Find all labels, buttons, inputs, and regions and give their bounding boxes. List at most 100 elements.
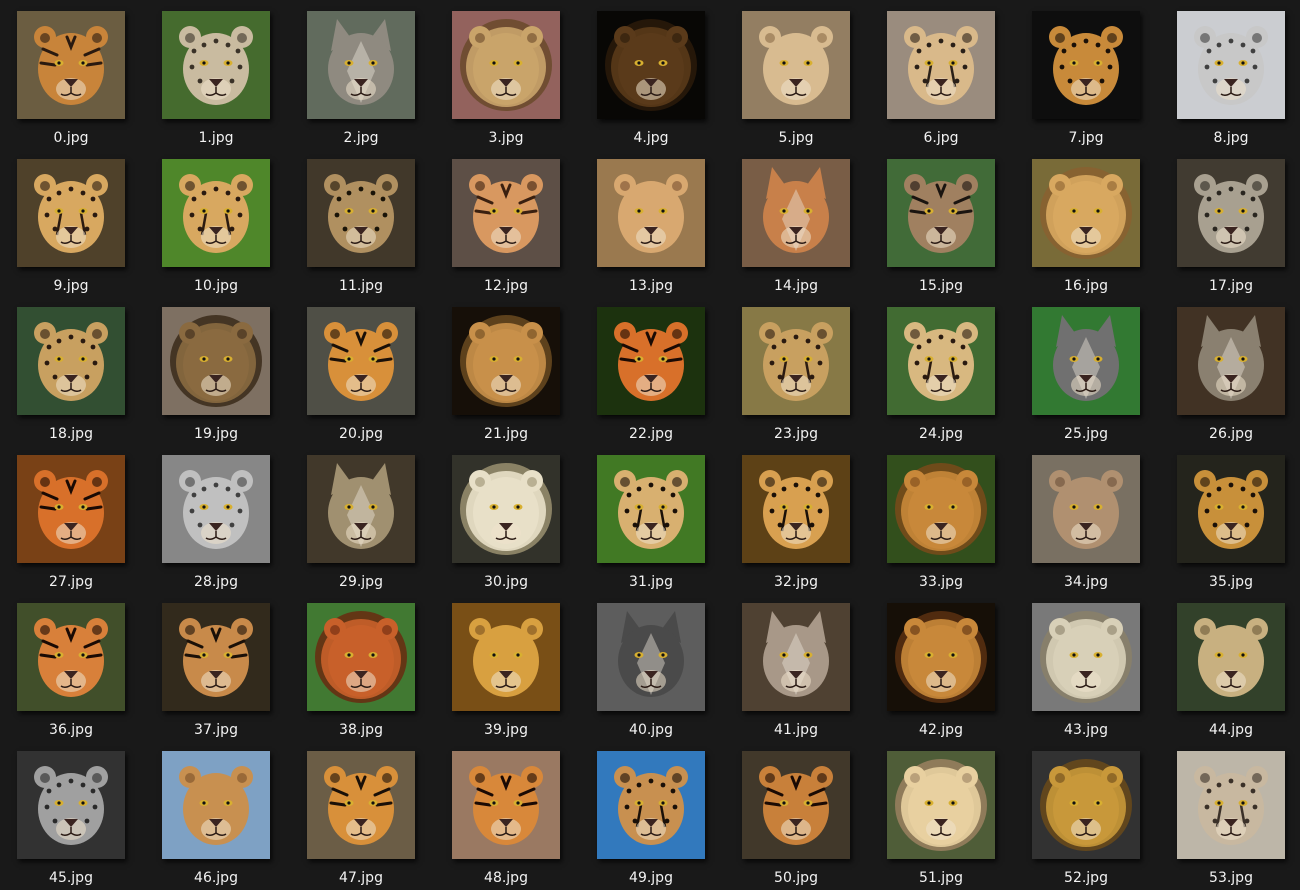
file-thumbnail[interactable] [307,11,415,119]
file-item[interactable]: 14.jpg [732,159,852,303]
file-item[interactable]: 45.jpg [7,751,127,890]
file-item[interactable]: 39.jpg [442,603,562,747]
file-thumbnail[interactable] [162,603,270,711]
file-thumbnail[interactable] [162,455,270,563]
file-item[interactable]: 19.jpg [152,307,272,451]
file-thumbnail[interactable] [162,11,270,119]
file-thumbnail[interactable] [742,159,850,267]
file-item[interactable]: 50.jpg [732,751,852,890]
file-item[interactable]: 8.jpg [1167,11,1287,155]
file-thumbnail[interactable] [307,159,415,267]
file-item[interactable]: 13.jpg [587,159,707,303]
file-thumbnail[interactable] [1177,751,1285,859]
file-item[interactable]: 23.jpg [732,307,852,451]
file-item[interactable]: 7.jpg [1022,11,1142,155]
file-item[interactable]: 11.jpg [297,159,417,303]
file-thumbnail[interactable] [742,751,850,859]
file-item[interactable]: 53.jpg [1167,751,1287,890]
file-item[interactable]: 40.jpg [587,603,707,747]
file-thumbnail[interactable] [1177,455,1285,563]
file-thumbnail[interactable] [597,603,705,711]
file-thumbnail[interactable] [1032,751,1140,859]
file-thumbnail[interactable] [17,11,125,119]
file-item[interactable]: 31.jpg [587,455,707,599]
file-thumbnail[interactable] [597,159,705,267]
file-thumbnail[interactable] [887,603,995,711]
file-item[interactable]: 38.jpg [297,603,417,747]
file-item[interactable]: 10.jpg [152,159,272,303]
file-item[interactable]: 15.jpg [877,159,997,303]
file-thumbnail[interactable] [1032,307,1140,415]
file-item[interactable]: 34.jpg [1022,455,1142,599]
file-thumbnail[interactable] [1032,11,1140,119]
file-item[interactable]: 36.jpg [7,603,127,747]
file-thumbnail[interactable] [742,603,850,711]
file-item[interactable]: 42.jpg [877,603,997,747]
file-thumbnail[interactable] [1177,603,1285,711]
file-item[interactable]: 25.jpg [1022,307,1142,451]
file-item[interactable]: 41.jpg [732,603,852,747]
file-thumbnail[interactable] [597,11,705,119]
file-item[interactable]: 52.jpg [1022,751,1142,890]
file-item[interactable]: 0.jpg [7,11,127,155]
file-thumbnail[interactable] [307,455,415,563]
file-item[interactable]: 22.jpg [587,307,707,451]
file-thumbnail[interactable] [452,455,560,563]
file-item[interactable]: 29.jpg [297,455,417,599]
file-thumbnail[interactable] [597,455,705,563]
file-item[interactable]: 46.jpg [152,751,272,890]
file-item[interactable]: 9.jpg [7,159,127,303]
file-item[interactable]: 49.jpg [587,751,707,890]
file-item[interactable]: 2.jpg [297,11,417,155]
file-thumbnail[interactable] [17,603,125,711]
file-thumbnail[interactable] [742,11,850,119]
file-thumbnail[interactable] [1032,455,1140,563]
file-item[interactable]: 17.jpg [1167,159,1287,303]
file-item[interactable]: 33.jpg [877,455,997,599]
file-item[interactable]: 4.jpg [587,11,707,155]
file-thumbnail[interactable] [887,455,995,563]
file-item[interactable]: 5.jpg [732,11,852,155]
file-item[interactable]: 32.jpg [732,455,852,599]
file-item[interactable]: 20.jpg [297,307,417,451]
file-item[interactable]: 51.jpg [877,751,997,890]
file-item[interactable]: 35.jpg [1167,455,1287,599]
file-item[interactable]: 3.jpg [442,11,562,155]
file-thumbnail[interactable] [1177,159,1285,267]
file-thumbnail[interactable] [887,751,995,859]
file-item[interactable]: 30.jpg [442,455,562,599]
file-item[interactable]: 47.jpg [297,751,417,890]
file-thumbnail[interactable] [452,603,560,711]
file-thumbnail[interactable] [17,307,125,415]
file-thumbnail[interactable] [162,159,270,267]
file-item[interactable]: 37.jpg [152,603,272,747]
file-thumbnail[interactable] [307,603,415,711]
file-thumbnail[interactable] [17,455,125,563]
file-thumbnail[interactable] [162,751,270,859]
file-item[interactable]: 26.jpg [1167,307,1287,451]
file-item[interactable]: 1.jpg [152,11,272,155]
file-thumbnail[interactable] [452,751,560,859]
file-thumbnail[interactable] [1177,11,1285,119]
file-thumbnail[interactable] [887,159,995,267]
file-thumbnail[interactable] [452,307,560,415]
file-thumbnail[interactable] [887,307,995,415]
file-item[interactable]: 12.jpg [442,159,562,303]
file-item[interactable]: 21.jpg [442,307,562,451]
file-thumbnail[interactable] [452,11,560,119]
file-thumbnail[interactable] [307,307,415,415]
file-thumbnail[interactable] [742,455,850,563]
file-item[interactable]: 48.jpg [442,751,562,890]
file-thumbnail[interactable] [597,307,705,415]
file-thumbnail[interactable] [1177,307,1285,415]
file-thumbnail[interactable] [162,307,270,415]
file-item[interactable]: 44.jpg [1167,603,1287,747]
file-thumbnail[interactable] [307,751,415,859]
file-item[interactable]: 6.jpg [877,11,997,155]
file-item[interactable]: 43.jpg [1022,603,1142,747]
file-item[interactable]: 27.jpg [7,455,127,599]
file-item[interactable]: 16.jpg [1022,159,1142,303]
file-thumbnail[interactable] [887,11,995,119]
file-thumbnail[interactable] [597,751,705,859]
file-item[interactable]: 24.jpg [877,307,997,451]
